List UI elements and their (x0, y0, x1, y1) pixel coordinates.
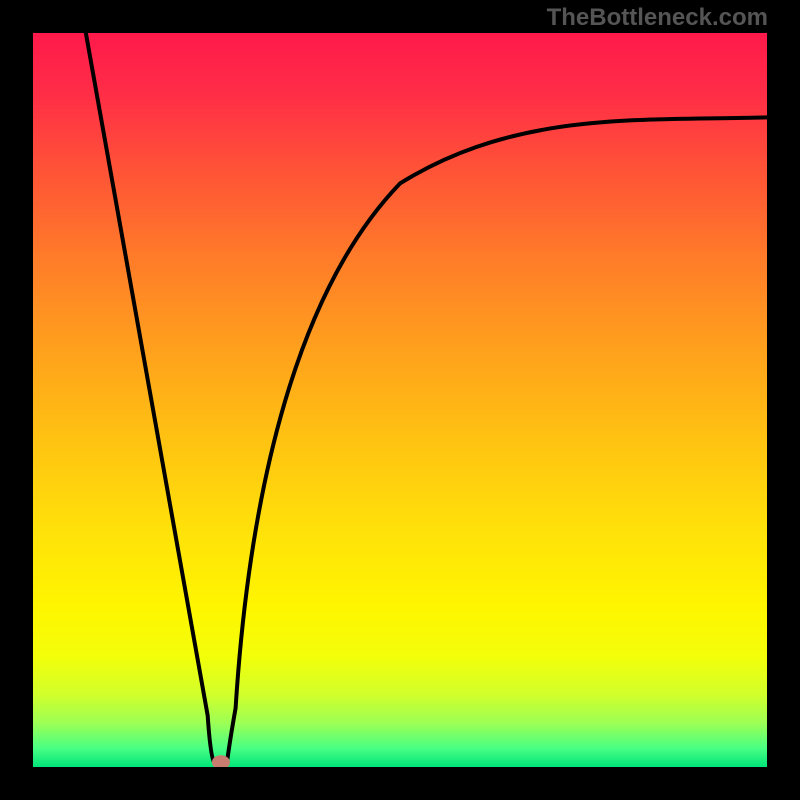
plot-area (33, 33, 767, 767)
curve-left-branch (86, 33, 215, 764)
curve-right-branch (227, 117, 767, 764)
curve-overlay (33, 33, 767, 767)
chart-frame: TheBottleneck.com (0, 0, 800, 800)
watermark-text: TheBottleneck.com (547, 4, 768, 32)
